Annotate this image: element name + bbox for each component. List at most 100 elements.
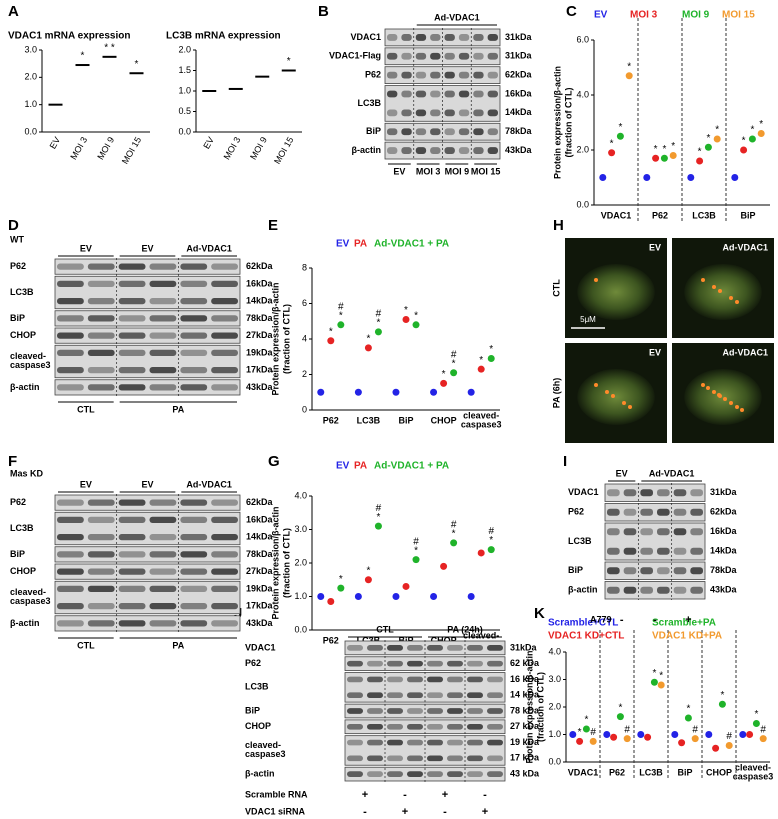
molecular-weight: 14kDa [505,107,533,117]
blot-band [487,676,503,683]
treatment-mark: - [443,806,447,818]
treatment-mark: + [362,789,368,801]
cell [577,264,655,320]
molecular-weight: 14 kDa [510,690,540,700]
legend-entry: EV [594,10,608,21]
blot-band [407,708,423,714]
blot-band [180,332,208,339]
significance-mark: * [414,545,418,556]
x-tick-label: CHOP [431,415,457,425]
data-point [687,174,695,181]
data-point [623,735,631,743]
panel-letter: C [566,3,577,20]
blot-band [57,280,84,287]
blot-band [607,528,620,536]
significance-mark: # [692,724,698,735]
blot-band [430,147,441,154]
y-tick-label: 2.0 [576,144,589,154]
blot-band [427,660,443,667]
significance-mark: * [686,704,690,715]
blot-band [447,660,463,667]
blot-band [487,692,503,699]
cell [684,264,762,320]
significance-mark: * [618,122,622,133]
blot-band [473,34,484,41]
micrograph-label: Ad-VDAC1 [722,347,768,357]
blot-band [690,528,703,536]
puncta [605,390,609,394]
significance-mark: * [489,535,493,546]
blot-band [447,739,463,746]
significance-mark: * [287,56,291,67]
legend-entry: Ad-VDAC1 + PA [374,461,449,472]
y-tick-label: 1.0 [294,591,307,601]
molecular-weight: 27 kDa [510,721,540,731]
significance-mark: # [338,301,344,312]
blot-band [57,315,84,322]
blot-band [87,620,115,627]
x-tick-label: LC3B [692,210,716,220]
molecular-weight: 19 kDa [510,737,540,747]
significance-mark: * [339,574,343,585]
blot-band [149,551,177,558]
data-point [610,733,618,741]
blot-band [57,516,84,523]
puncta [622,401,626,405]
blot-band [447,708,463,714]
blot-band [447,755,463,762]
blot-footer: MOI 15 [471,166,501,176]
blot-band [444,147,455,154]
significance-mark: * [584,715,588,726]
blot-row-label: CHOP [10,330,36,340]
molecular-weight: 43kDa [246,382,274,392]
data-point [740,146,748,154]
significance-mark: * * [104,42,115,53]
blot-band [347,723,363,730]
blot-band [473,90,484,98]
blot-row-label: LC3B [568,536,592,546]
molecular-weight: 31kDa [505,32,533,42]
blot-row-label: β-actin [352,145,382,155]
blot-band [87,298,115,305]
puncta [735,300,739,304]
micrograph-label: EV [649,242,661,252]
blot-band [149,516,177,523]
significance-mark: # [413,536,419,547]
data-point [657,681,665,689]
y-tick-label: 2.0 [548,701,561,711]
blot-band [430,90,441,98]
blot-row-label: P62 [365,70,381,80]
molecular-weight: 31kDa [505,51,533,61]
significance-mark: # [726,731,732,742]
blot-band [387,676,403,683]
blot-band [367,645,383,651]
blot-strip [604,581,706,600]
blot-band [87,534,115,541]
data-point [412,321,420,329]
blot-band [623,528,637,536]
panel-letter: A [8,3,19,20]
blot-band [458,90,470,98]
molecular-weight: 14kDa [710,546,738,556]
blot-band [458,52,470,60]
y-tick-label: 4 [302,333,307,343]
data-point [317,593,325,600]
blot-band [487,52,498,60]
blot-band [57,603,84,610]
data-point [669,152,677,159]
y-tick-label: 3.0 [294,524,307,534]
blot-band [367,692,383,699]
blot-row-label: VDAC1-Flag [329,51,381,61]
y-axis-label: Protein expression/β-actin [270,282,280,395]
blot-row-label: cleaved-caspase3 [245,740,286,759]
blot-row-label: P62 [245,658,261,668]
data-point [678,739,686,747]
significance-mark: * [759,119,763,130]
y-tick-label: 4.0 [294,490,307,500]
legend-entry: MOI 9 [682,10,710,21]
significance-mark: * [135,59,139,70]
x-tick-label: LC3B [357,415,381,425]
data-point [337,321,345,329]
blot-band [211,263,238,270]
significance-mark: # [624,724,630,735]
